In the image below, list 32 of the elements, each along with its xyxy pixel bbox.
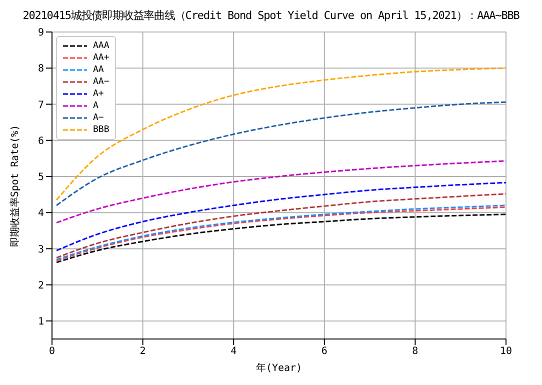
y-tick-label: 3 xyxy=(38,244,44,256)
legend-label: AA− xyxy=(93,76,110,88)
line-series xyxy=(56,214,506,264)
line-series xyxy=(56,101,506,206)
x-tick-label: 4 xyxy=(230,346,237,358)
legend-label: A+ xyxy=(93,88,104,100)
y-tick-label: 1 xyxy=(38,316,44,328)
line-series xyxy=(56,182,506,252)
legend-label: BBB xyxy=(93,124,110,136)
y-tick-label: 5 xyxy=(38,172,44,184)
x-tick-label: 10 xyxy=(500,346,512,358)
x-tick-label: 0 xyxy=(48,346,56,358)
legend-label: AAA xyxy=(93,40,110,52)
y-tick-label: 7 xyxy=(38,100,44,111)
x-axis-title: 年(Year) xyxy=(256,362,302,374)
y-tick-label: 8 xyxy=(38,64,44,75)
legend-label: A xyxy=(93,100,98,112)
legend-label: A− xyxy=(93,112,104,124)
y-tick-label: 6 xyxy=(38,136,44,147)
y-axis-title: 即期收益率Spot Rate(%) xyxy=(10,124,22,247)
y-tick-label: 4 xyxy=(38,208,44,220)
legend-label: AA xyxy=(93,64,104,76)
chart-title: 20210415城投债即期收益率曲线（Credit Bond Spot Yield Curve on April 15,2021）：AAA~BBB xyxy=(22,8,520,24)
x-tick-label: 2 xyxy=(140,346,146,358)
y-tick-label: 9 xyxy=(38,28,44,39)
x-tick-label: 6 xyxy=(321,346,328,358)
x-tick-label: 8 xyxy=(412,346,418,358)
line-series xyxy=(56,193,506,258)
legend-label: AA+ xyxy=(93,52,110,64)
y-tick-label: 2 xyxy=(38,280,44,292)
line-series xyxy=(56,160,506,224)
line-series xyxy=(56,67,506,201)
